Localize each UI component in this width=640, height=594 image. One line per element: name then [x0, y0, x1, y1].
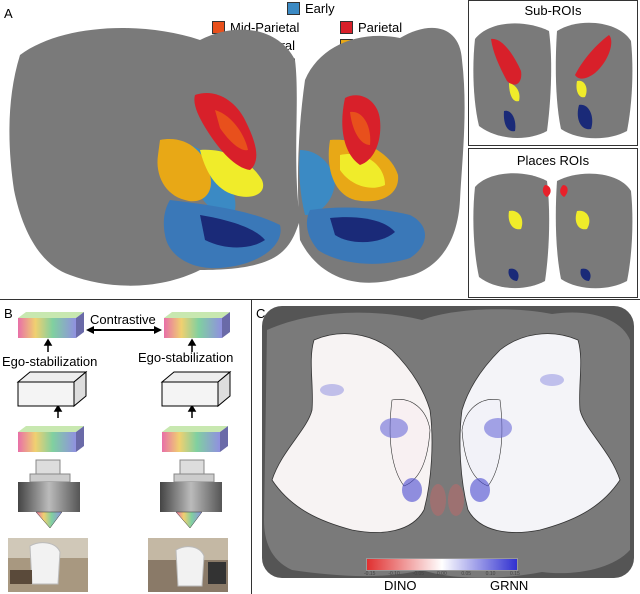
right-early [299, 150, 335, 215]
panel-c-flatmap [262, 306, 634, 578]
legend-early-label: Early [305, 1, 335, 16]
sub-rois-inset: Sub-ROIs [468, 0, 638, 146]
ego-right-label: Ego-stabilization [138, 350, 234, 365]
legend-early: Early [287, 1, 335, 16]
legend-label: Parietal [358, 20, 403, 35]
panel-b-pipeline [8, 312, 232, 592]
colorbar-tick-label: 0.00 [437, 571, 447, 577]
sub-rois-flatmaps [473, 22, 633, 139]
contrastive-label: Contrastive [90, 312, 156, 327]
colorbar-tick-label: -0.15 [364, 571, 376, 577]
places-rois-title: Places ROIs [516, 153, 590, 168]
ego-left-label: Ego-stabilization [2, 354, 98, 369]
contrastive-arrow [86, 326, 162, 334]
left-mid-lateral [200, 149, 264, 197]
legend-early-swatch [287, 2, 300, 15]
horizontal-divider [0, 299, 640, 300]
right-feature-block-mid [162, 426, 228, 452]
panel-a-letter: A [4, 6, 13, 21]
legend-swatch [340, 21, 353, 34]
left-mid-ventral [200, 215, 265, 248]
right-mid-ventral [330, 217, 395, 243]
places-rois-flatmaps [473, 173, 633, 289]
colorbar-tick-label: -0.10 [388, 571, 400, 577]
left-lateral [157, 139, 211, 202]
c-left-hemisphere [271, 333, 433, 533]
right-photo [148, 538, 228, 592]
c-right-hemisphere [459, 333, 621, 533]
panel-c-letter: C [256, 306, 266, 321]
left-mid-parietal [215, 110, 248, 151]
right-mid-parietal [350, 111, 371, 145]
colorbar-tick-label: 0.15 [510, 571, 520, 577]
c-red-blob-2 [448, 484, 464, 516]
left-feature-block-top [18, 312, 84, 338]
right-encoder [160, 459, 222, 512]
c-red-blob-1 [430, 484, 446, 516]
colorbar [366, 558, 518, 571]
sub-rois-title: Sub-ROIs [524, 3, 582, 18]
c-blue-blob-6 [540, 374, 564, 386]
c-blue-blob-1 [380, 418, 408, 438]
right-cube [160, 370, 232, 408]
left-feature-block-mid [18, 426, 84, 452]
left-cube [16, 370, 88, 408]
left-encoder [18, 459, 80, 512]
colorbar-tick-label: 0.10 [485, 571, 496, 577]
colorbar-tick-label: 0.05 [461, 571, 472, 577]
left-photo [8, 538, 88, 592]
legend-item-parietal: Parietal [340, 20, 402, 35]
right-view-triangle [175, 511, 203, 529]
panel-a-flatmaps [9, 27, 465, 286]
right-feature-block-top [164, 312, 230, 338]
left-view-triangle [35, 511, 63, 529]
c-blue-blob-2 [484, 418, 512, 438]
c-blue-blob-3 [402, 478, 422, 502]
c-blue-blob-5 [320, 384, 344, 396]
vertical-divider [251, 300, 252, 594]
places-rois-inset: Places ROIs [468, 148, 638, 298]
panel-b-letter: B [4, 306, 13, 321]
colorbar-left-label: DINO [384, 578, 417, 593]
c-blue-blob-4 [470, 478, 490, 502]
right-mid-lateral [340, 154, 385, 188]
colorbar-tick-label: -0.05 [412, 571, 425, 577]
colorbar-right-label: GRNN [490, 578, 529, 593]
